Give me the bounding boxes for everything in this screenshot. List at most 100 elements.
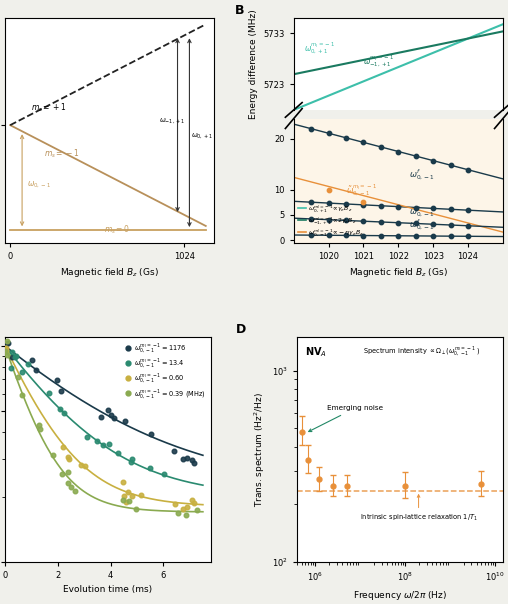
Point [447, 160, 455, 170]
Point [190, 498, 199, 508]
Point [325, 185, 333, 194]
Point [394, 202, 402, 211]
Point [7, 363, 15, 373]
Point [359, 216, 367, 226]
Point [128, 491, 136, 501]
Point [1, 343, 9, 353]
Point [183, 502, 191, 512]
Point [4, 338, 12, 348]
Text: $\tilde{\omega}_{0,-1}^{m_I=-1}$: $\tilde{\omega}_{0,-1}^{m_I=-1}$ [346, 183, 377, 198]
Point [429, 231, 437, 241]
Text: $m_s= +1$: $m_s= +1$ [30, 101, 66, 114]
Point [307, 214, 315, 223]
Point [181, 510, 189, 519]
Point [119, 490, 128, 500]
Point [464, 221, 472, 231]
Point [35, 420, 43, 430]
Point [411, 231, 420, 241]
X-axis label: Magnetic field $B_z$ (Gs): Magnetic field $B_z$ (Gs) [60, 266, 159, 279]
Point [36, 424, 44, 434]
Point [377, 231, 385, 240]
Point [190, 458, 199, 468]
Point [359, 198, 367, 207]
Point [137, 490, 145, 500]
Point [65, 454, 73, 464]
Point [429, 204, 437, 213]
Point [64, 452, 72, 461]
Point [64, 478, 72, 488]
Text: $\omega_{-1,+1}^{m_I=-1}$: $\omega_{-1,+1}^{m_I=-1}$ [363, 53, 395, 69]
Point [60, 408, 69, 417]
Point [464, 231, 472, 241]
X-axis label: Magnetic field $B_z$ (Gs): Magnetic field $B_z$ (Gs) [349, 266, 448, 279]
Point [11, 352, 19, 362]
Legend: $\omega_{0,-1}^{m_I=-1}=1176$, $\omega_{0,-1}^{m_I=-1}=13.4$, $\omega_{0,-1}^{m_: $\omega_{0,-1}^{m_I=-1}=1176$, $\omega_{… [125, 341, 207, 402]
Point [377, 201, 385, 211]
Point [45, 388, 53, 397]
Point [146, 463, 154, 472]
Point [97, 412, 105, 422]
Point [125, 496, 133, 506]
Point [31, 365, 40, 374]
Text: $\omega_{0,-1}^{f}$: $\omega_{0,-1}^{f}$ [409, 217, 435, 233]
Text: $\omega_{0,-1}^{f}$: $\omega_{0,-1}^{f}$ [409, 167, 435, 182]
Point [93, 435, 101, 445]
Point [447, 231, 455, 241]
Text: $\omega_{0,+1}^{m_I=-1}$: $\omega_{0,+1}^{m_I=-1}$ [304, 40, 335, 56]
Point [121, 417, 129, 426]
Point [114, 448, 122, 458]
Y-axis label: Trans. spectrum (Hz$^2$/Hz): Trans. spectrum (Hz$^2$/Hz) [252, 392, 267, 507]
Point [2, 344, 10, 353]
Point [14, 371, 22, 381]
Point [49, 450, 57, 460]
Point [128, 454, 136, 464]
Point [18, 367, 26, 377]
Point [3, 336, 11, 346]
Point [411, 203, 420, 213]
Point [58, 469, 67, 478]
Point [447, 205, 455, 214]
Point [2, 346, 10, 356]
Point [104, 405, 112, 415]
Point [83, 432, 91, 442]
Point [28, 356, 36, 365]
Text: $\omega_{0,+1}$: $\omega_{0,+1}$ [191, 131, 213, 140]
Point [447, 220, 455, 230]
Text: $\omega_{-1,+1}$: $\omega_{-1,+1}$ [159, 116, 185, 125]
Point [394, 231, 402, 240]
Point [179, 504, 187, 514]
Point [325, 215, 333, 225]
Point [64, 467, 72, 477]
Point [147, 429, 155, 439]
Legend: $\omega_{0,+1}^{m_I=-1}\!\propto\! \gamma_e B_z$, $\omega_{-1,+1}^{m_I=-1}\!\pro: $\omega_{0,+1}^{m_I=-1}\!\propto\! \gamm… [297, 202, 365, 240]
Point [1, 345, 9, 355]
Point [58, 442, 67, 451]
Point [67, 482, 75, 492]
Point [81, 461, 89, 471]
Text: NV$_A$: NV$_A$ [305, 345, 327, 359]
Point [71, 486, 79, 495]
Point [342, 133, 350, 143]
Point [110, 414, 118, 423]
Point [411, 151, 420, 161]
Point [8, 347, 16, 357]
Point [123, 487, 132, 496]
Point [188, 495, 197, 505]
Point [325, 129, 333, 138]
Point [377, 142, 385, 152]
Point [132, 504, 140, 513]
Point [342, 199, 350, 209]
Text: $m_s= -1$: $m_s= -1$ [44, 148, 79, 161]
Point [3, 350, 11, 360]
Point [57, 387, 66, 396]
X-axis label: Frequency $\omega/2\pi$ (Hz): Frequency $\omega/2\pi$ (Hz) [353, 589, 447, 602]
Point [325, 231, 333, 240]
Point [107, 410, 115, 420]
Point [359, 138, 367, 147]
X-axis label: Evolution time (ms): Evolution time (ms) [64, 585, 152, 594]
Point [56, 404, 64, 414]
Point [8, 352, 16, 362]
Point [2, 339, 10, 349]
Text: $\omega_{0,-1}^{f}$: $\omega_{0,-1}^{f}$ [409, 204, 435, 219]
Point [53, 375, 61, 385]
